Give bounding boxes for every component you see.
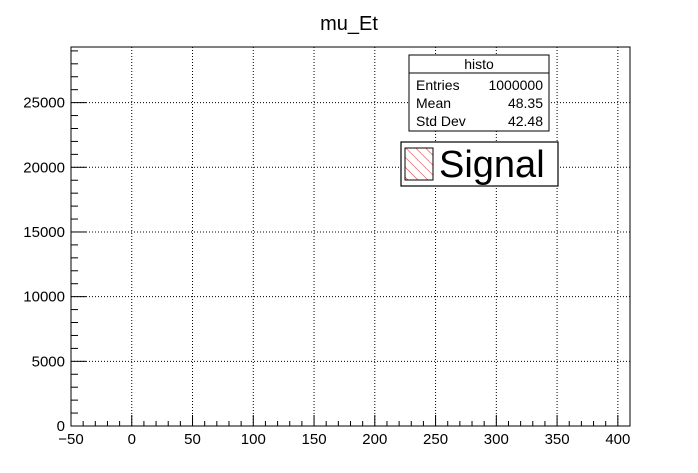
chart-title: mu_Et xyxy=(320,13,378,35)
legend: Signal xyxy=(400,141,559,187)
x-tick-label: 0 xyxy=(128,431,136,448)
x-tick-label: −50 xyxy=(58,431,83,448)
x-tick-label: 100 xyxy=(241,431,266,448)
stats-mean-label: Mean xyxy=(416,95,451,111)
stats-box-title: histo xyxy=(464,56,494,72)
stats-entries-label: Entries xyxy=(416,77,460,93)
y-axis: 0 5000 10000 15000 20000 25000 xyxy=(23,50,86,435)
y-tick-label: 0 xyxy=(57,418,65,435)
y-tick-label: 15000 xyxy=(23,224,65,241)
y-tick-label: 25000 xyxy=(23,95,65,112)
stats-stddev-value: 42.48 xyxy=(508,113,543,129)
legend-label: Signal xyxy=(439,144,545,186)
y-tick-label: 10000 xyxy=(23,289,65,306)
stats-stddev-label: Std Dev xyxy=(416,113,466,129)
x-tick-label: 200 xyxy=(362,431,387,448)
x-tick-label: 250 xyxy=(423,431,448,448)
stats-entries-value: 1000000 xyxy=(488,77,543,93)
x-tick-label: 300 xyxy=(484,431,509,448)
stats-mean-value: 48.35 xyxy=(508,95,543,111)
legend-swatch xyxy=(404,147,434,181)
stats-box: histo Entries 1000000 Mean 48.35 Std Dev… xyxy=(408,54,550,132)
x-tick-label: 150 xyxy=(302,431,327,448)
x-tick-label: 50 xyxy=(184,431,201,448)
x-tick-label: 400 xyxy=(605,431,630,448)
y-tick-label: 5000 xyxy=(32,353,65,370)
y-tick-label: 20000 xyxy=(23,159,65,176)
x-tick-label: 350 xyxy=(545,431,570,448)
x-axis: −50 0 50 100 150 200 250 300 350 400 xyxy=(58,415,630,448)
